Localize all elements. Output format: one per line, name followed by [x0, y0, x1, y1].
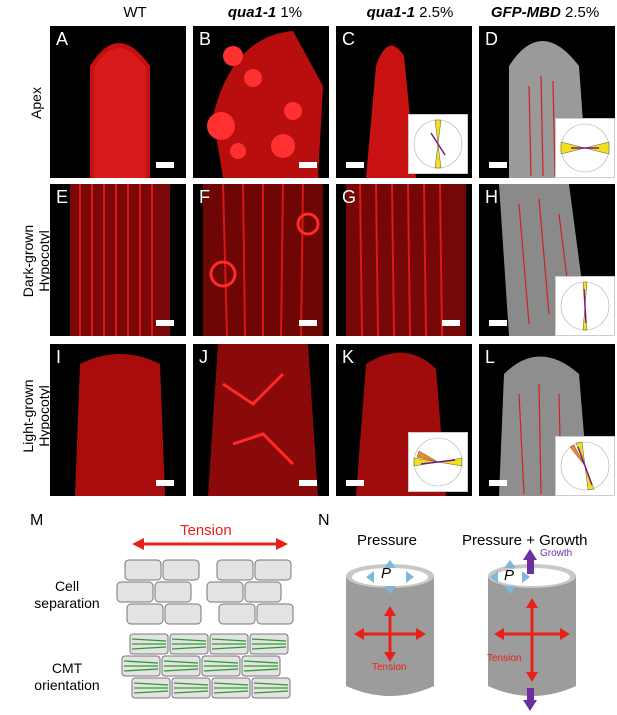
panel-label: K [342, 347, 355, 367]
rose-plot-inset [555, 118, 615, 178]
pressure-growth-title: Pressure + Growth [462, 532, 588, 549]
panel-e: E [50, 184, 186, 336]
panel-h: H [479, 184, 615, 336]
panel-c-image [366, 45, 416, 178]
row-label-dark-grown: Dark-grown Hypocotyl [20, 224, 52, 298]
pressure-cylinder [346, 560, 434, 696]
row-label-apex: Apex [28, 87, 44, 119]
tension-label-growth: Tension [487, 653, 522, 664]
column-header-wt: WT [123, 4, 147, 21]
scale-bar [156, 320, 174, 326]
pressure-title: Pressure [357, 532, 418, 549]
panel-label: C [342, 29, 355, 49]
scale-bar [156, 162, 174, 168]
column-header-qua1-1pct: qua1-1 1% [227, 4, 303, 21]
panel-i-image [75, 354, 165, 496]
panel-label: I [56, 347, 62, 367]
tension-arrow [132, 538, 288, 550]
scale-bar [299, 162, 317, 168]
panel-label: A [56, 29, 69, 49]
cmt-orientation-label: CMT orientation [34, 660, 100, 693]
panel-j-image [208, 344, 318, 496]
rose-plot-inset [408, 432, 468, 492]
pressure-growth-cylinder [488, 549, 576, 711]
cell-separation-label: Cell separation [34, 578, 100, 611]
scale-bar [346, 162, 364, 168]
panel-e-image [70, 184, 170, 336]
panel-label: F [199, 187, 210, 207]
panel-b-image [207, 31, 323, 178]
scale-bar [489, 162, 507, 168]
panel-d: D [479, 26, 615, 178]
panel-i: I [50, 344, 186, 496]
panel-j: J [193, 344, 329, 496]
scale-bar [299, 480, 317, 486]
panel-k: K [336, 344, 472, 496]
panel-g: G [336, 184, 472, 336]
pressure-symbol: P [504, 567, 515, 584]
growth-label: Growth [540, 548, 573, 559]
rose-plot-inset [555, 436, 615, 496]
panel-g-image [346, 184, 466, 336]
panel-f: F [193, 184, 329, 336]
panel-label: J [199, 347, 208, 367]
panel-a-image [90, 43, 150, 178]
panel-label: E [56, 187, 69, 207]
scale-bar [156, 480, 174, 486]
panel-c: C [336, 26, 472, 178]
scale-bar [346, 480, 364, 486]
panel-label-m: M [30, 512, 44, 529]
tension-label: Tension [180, 522, 232, 539]
column-header-gfp-mbd: GFP-MBD 2.5% [490, 4, 600, 21]
panel-b: B [193, 26, 329, 178]
panel-label: L [485, 347, 496, 367]
tension-label-pressure: Tension [372, 662, 407, 673]
scale-bar [299, 320, 317, 326]
panel-l: L [479, 344, 615, 496]
scale-bar [489, 480, 507, 486]
panel-a: A [50, 26, 186, 178]
panel-f-image [203, 184, 323, 336]
scale-bar [442, 320, 460, 326]
cmt-orientation-diagram [121, 633, 291, 699]
scale-bar [489, 320, 507, 326]
pressure-symbol: P [381, 565, 392, 582]
panel-label: D [485, 29, 498, 49]
rose-plot-inset [555, 276, 615, 336]
rose-plot-inset [408, 114, 468, 174]
panel-label: B [199, 29, 212, 49]
panel-label: G [342, 187, 357, 207]
row-label-light-grown: Light-grown Hypocotyl [20, 379, 52, 453]
panel-label: H [485, 187, 498, 207]
cell-separation-diagram [116, 559, 294, 625]
panel-label-n: N [318, 512, 330, 529]
column-header-qua1-25pct: qua1-1 2.5% [366, 4, 454, 21]
